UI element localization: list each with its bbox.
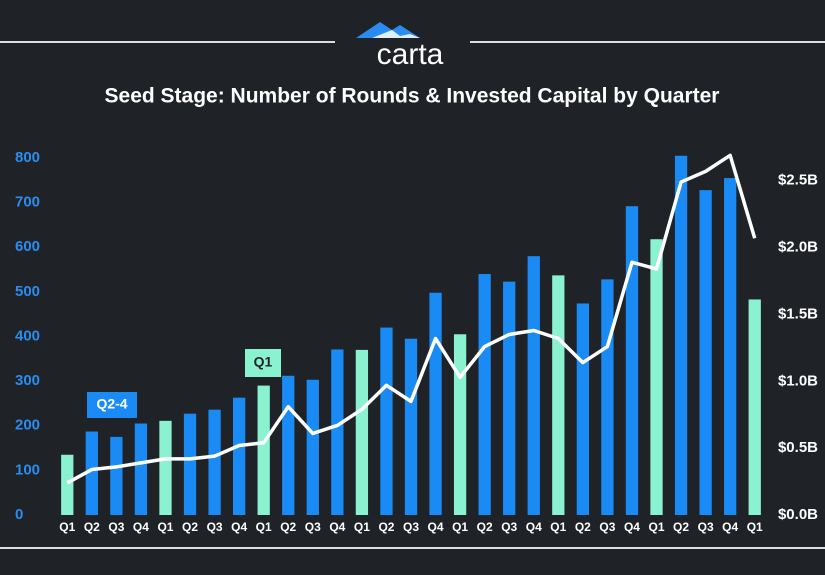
bar <box>85 431 98 515</box>
y-tick-label: 200 <box>15 417 40 434</box>
bar <box>453 334 467 515</box>
x-tick-label: Q4 <box>526 520 542 534</box>
line <box>66 153 757 485</box>
annotation-box <box>245 349 281 377</box>
x-tick-label: Q2 <box>280 520 296 534</box>
x-tick-label: Q4 <box>329 520 345 534</box>
chart-title: Seed Stage: Number of Rounds & Invested … <box>105 85 720 108</box>
logo-mark <box>372 30 420 38</box>
bar <box>650 239 663 515</box>
bar <box>748 299 761 515</box>
x-tick-label: Q2 <box>477 520 493 534</box>
y2-tick-label: $2.0B <box>778 239 818 256</box>
bar <box>257 385 270 515</box>
x-tick-label: Q3 <box>698 520 714 534</box>
x-tick-label: Q3 <box>501 520 517 534</box>
y-tick-label: 600 <box>15 238 40 255</box>
x-tick-label: Q1 <box>354 520 370 534</box>
bar <box>159 420 172 515</box>
bar <box>282 375 295 515</box>
x-tick-label: Q1 <box>550 520 566 534</box>
y-tick-label: 500 <box>15 283 40 300</box>
x-tick-label: Q4 <box>133 520 149 534</box>
x-tick-label: Q4 <box>624 520 640 534</box>
x-tick-label: Q4 <box>231 520 247 534</box>
bar <box>380 327 393 515</box>
bar <box>527 256 540 515</box>
y2-tick-label: $1.0B <box>778 372 818 389</box>
bar <box>699 190 712 515</box>
x-tick-label: Q1 <box>747 520 763 534</box>
x-tick-label: Q2 <box>378 520 394 534</box>
bar <box>674 155 688 516</box>
x-tick-label: Q3 <box>403 520 419 534</box>
y-tick-label: 400 <box>15 327 40 344</box>
bar <box>208 409 221 515</box>
x-tick-label: Q3 <box>599 520 615 534</box>
bar <box>552 275 565 515</box>
annotation-box <box>87 392 137 418</box>
bar <box>355 349 369 515</box>
bar <box>134 423 148 515</box>
x-tick-label: Q2 <box>673 520 689 534</box>
bar <box>601 279 614 515</box>
y-tick-label: 800 <box>15 149 40 166</box>
bar <box>110 436 123 515</box>
annotation: Q1 <box>254 354 273 370</box>
bar <box>306 379 319 515</box>
x-tick-label: Q2 <box>182 520 198 534</box>
bar <box>724 178 737 516</box>
x-tick-label: Q1 <box>256 520 272 534</box>
y-tick-label: 100 <box>15 461 40 478</box>
x-tick-label: Q2 <box>84 520 100 534</box>
bar <box>625 206 639 515</box>
x-tick-label: Q3 <box>108 520 124 534</box>
y2-tick-label: $0.0B <box>778 506 818 523</box>
x-tick-label: Q1 <box>157 520 173 534</box>
y-tick-label: 700 <box>15 194 40 211</box>
x-tick-label: Q4 <box>428 520 444 534</box>
x-tick-label: Q4 <box>722 520 738 534</box>
bar <box>503 281 516 515</box>
x-tick-label: Q1 <box>649 520 665 534</box>
x-tick-label: Q1 <box>59 520 75 534</box>
bar <box>183 413 197 515</box>
bar <box>331 349 344 515</box>
logo-text: carta <box>377 38 444 71</box>
y-tick-label: 0 <box>15 506 23 523</box>
bar <box>61 454 74 515</box>
y2-tick-label: $2.5B <box>778 172 818 189</box>
x-tick-label: Q1 <box>452 520 468 534</box>
bar <box>404 338 418 515</box>
annotation: Q2-4 <box>96 396 127 412</box>
y-tick-label: 300 <box>15 372 40 389</box>
x-tick-label: Q3 <box>305 520 321 534</box>
bar <box>576 303 589 515</box>
y2-tick-label: $1.5B <box>778 305 818 322</box>
x-tick-label: Q2 <box>575 520 591 534</box>
bar <box>478 274 491 515</box>
bar <box>233 397 246 515</box>
x-tick-label: Q3 <box>207 520 223 534</box>
bar <box>429 292 442 515</box>
logo-mark <box>356 22 420 38</box>
y2-tick-label: $0.5B <box>778 439 818 456</box>
